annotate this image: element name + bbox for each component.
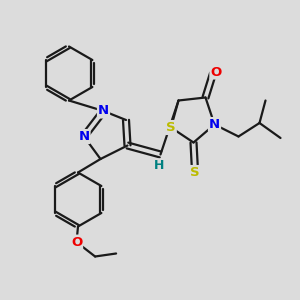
Text: N: N — [209, 118, 220, 131]
Text: O: O — [71, 236, 82, 249]
Text: S: S — [166, 121, 176, 134]
Text: N: N — [78, 130, 90, 143]
Text: N: N — [98, 104, 109, 118]
Text: H: H — [154, 159, 164, 172]
Text: O: O — [210, 65, 222, 79]
Text: S: S — [190, 166, 200, 179]
